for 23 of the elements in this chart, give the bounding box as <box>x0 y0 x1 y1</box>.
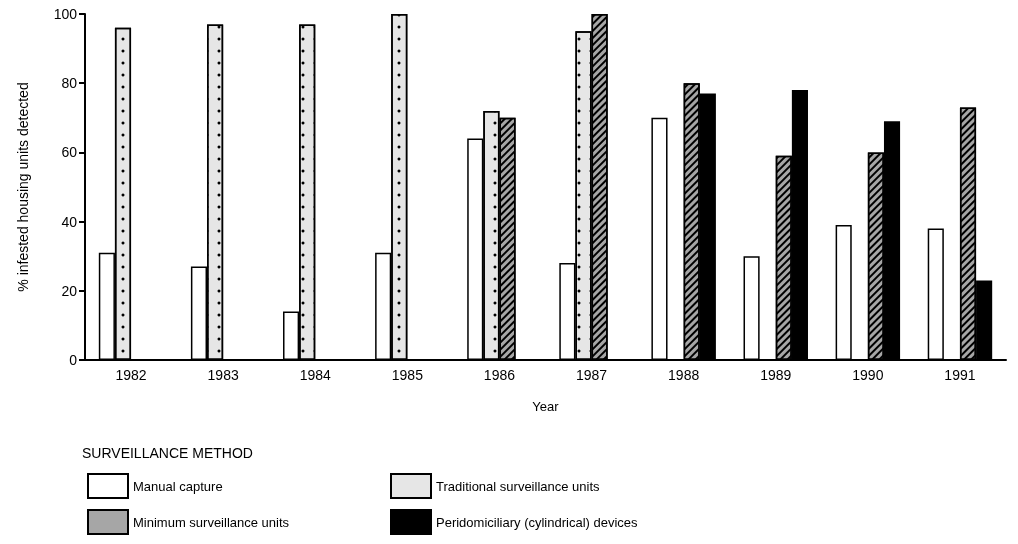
legend-label: Peridomiciliary (cylindrical) devices <box>436 514 639 530</box>
y-tick-label: 100 <box>53 6 78 22</box>
x-tick-label: 1983 <box>207 367 239 383</box>
y-tick-label: 20 <box>61 282 78 299</box>
x-tick-label: 1991 <box>944 367 976 383</box>
x-tick-label: 1989 <box>760 367 792 383</box>
legend-title: SURVEILLANCE METHOD <box>82 445 253 461</box>
y-tick-label: 40 <box>61 213 78 230</box>
x-tick-label: 1982 <box>115 367 147 383</box>
x-tick-label: 1986 <box>483 367 516 383</box>
x-tick-label: 1987 <box>575 367 608 383</box>
x-tick-label: 1990 <box>852 367 884 383</box>
x-axis-title: Year <box>532 399 560 414</box>
y-tick-label: 60 <box>61 144 78 161</box>
y-axis-title: % infested housing units detected <box>15 82 31 292</box>
x-tick-label: 1984 <box>299 367 332 383</box>
x-tick-label: 1988 <box>668 367 700 383</box>
x-tick-label: 1985 <box>391 367 424 383</box>
legend-label: Manual capture <box>133 478 223 494</box>
legend-label: Minimum surveillance units <box>133 514 290 530</box>
y-tick-label: 0 <box>69 352 78 368</box>
y-tick-label: 80 <box>61 75 78 92</box>
legend-label: Traditional surveillance units <box>436 478 601 494</box>
